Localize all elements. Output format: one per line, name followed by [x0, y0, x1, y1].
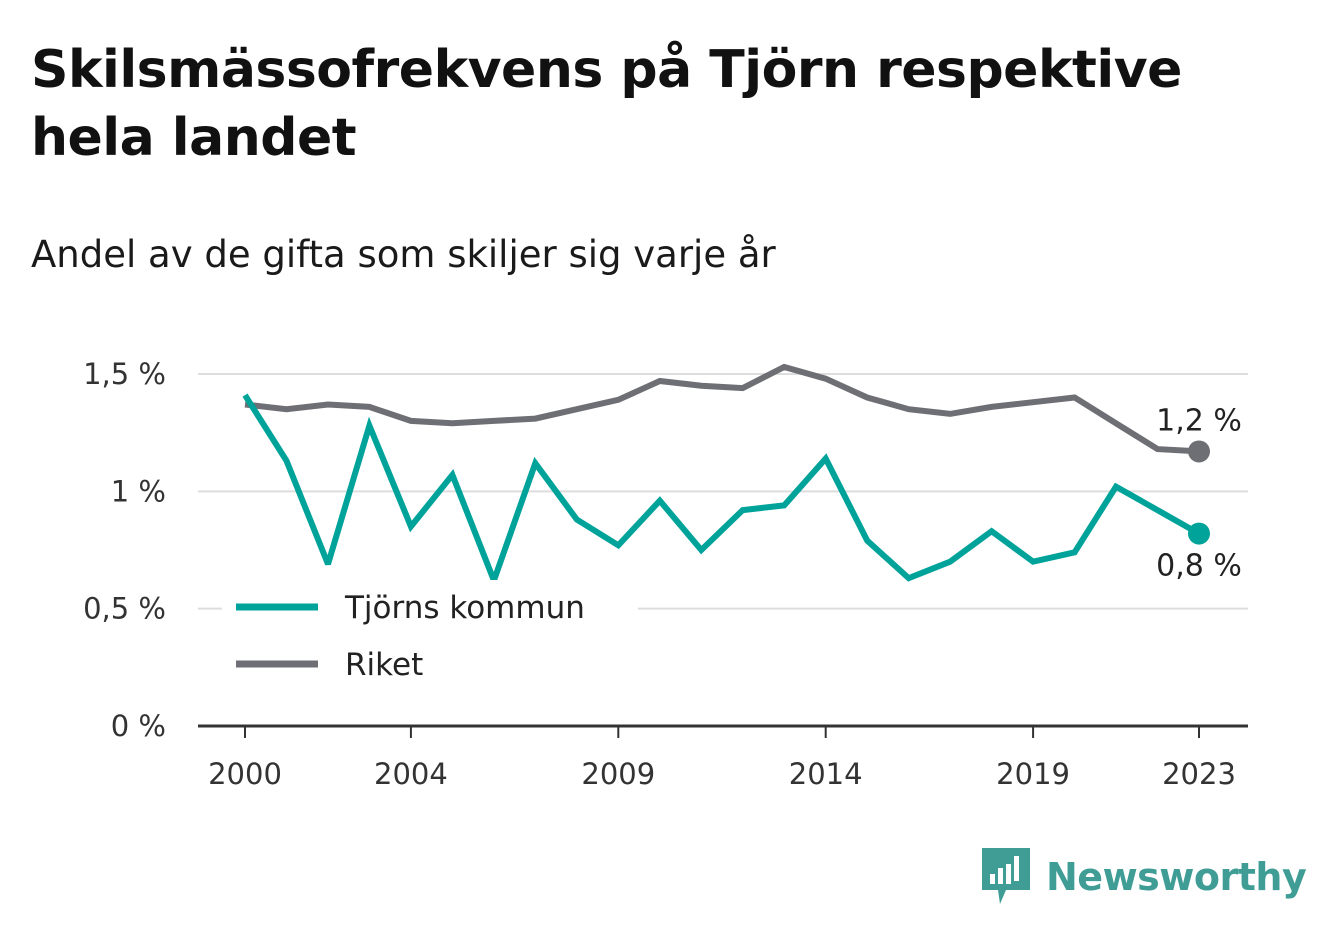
newsworthy-icon [982, 848, 1030, 904]
chart-subtitle: Andel av de gifta som skiljer sig varje … [31, 233, 776, 276]
series-line-riket [244, 363, 1200, 455]
x-axis: 2000 2004 2009 2014 2019 2023 [198, 724, 1248, 791]
y-tick-label: 0 % [111, 709, 166, 743]
y-tick-label: 1 % [111, 474, 166, 508]
x-tick-label: 2023 [1162, 757, 1236, 791]
y-tick-label: 0,5 % [83, 592, 166, 626]
y-tick-label: 1,5 % [83, 357, 166, 391]
x-tick-label: 2014 [789, 757, 863, 791]
x-tick-label: 2004 [374, 757, 448, 791]
end-label-riket: 1,2 % [1156, 403, 1242, 438]
brand-name: Newsworthy [1046, 855, 1307, 899]
legend-background [222, 580, 638, 692]
series-lines [242, 363, 1210, 590]
x-tick-label: 2009 [581, 757, 655, 791]
series-end-marker [1188, 440, 1210, 463]
legend-label: Tjörns kommun [344, 590, 585, 626]
series-end-marker [1188, 522, 1210, 545]
series-line-tjorn [242, 393, 1201, 590]
legend: Tjörns kommun Riket [222, 580, 638, 692]
chart-title: Skilsmässofrekvens på Tjörn respektive h… [31, 40, 1182, 168]
x-tick-label: 2000 [208, 757, 282, 791]
legend-label: Riket [345, 647, 423, 683]
x-tick-label: 2019 [996, 757, 1070, 791]
end-label-tjorn: 0,8 % [1156, 549, 1242, 584]
end-labels: 1,2 % 0,8 % [1156, 403, 1242, 583]
brand-logo: Newsworthy [982, 848, 1307, 906]
y-axis-ticks: 0 % 0,5 % 1 % 1,5 % [83, 357, 166, 743]
